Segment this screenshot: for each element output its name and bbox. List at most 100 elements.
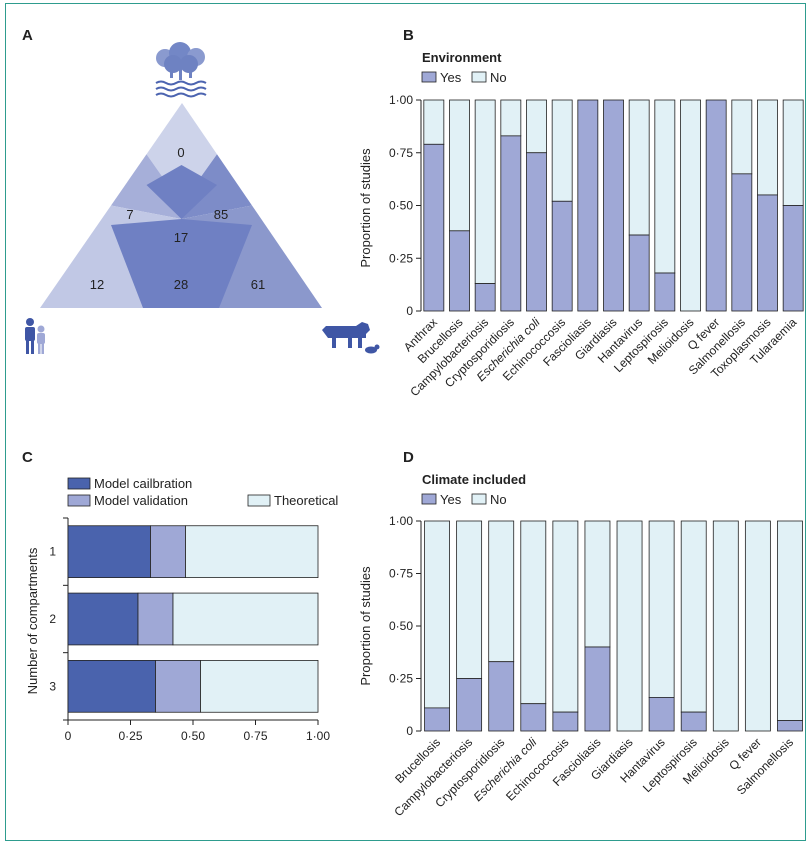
- panel-letter-c: C: [22, 449, 33, 466]
- bar-no-segment: [474, 99, 496, 284]
- legend-label-no: No: [490, 70, 507, 85]
- bar-no-segment: [628, 99, 650, 236]
- bar-yes-segment: [584, 646, 611, 732]
- bar-no-segment: [520, 520, 547, 705]
- bar-yes-segment: [449, 230, 470, 312]
- environment-icon: [155, 42, 207, 98]
- triangle-count-all-three: 17: [174, 230, 188, 245]
- category-label: Salmonellosis: [734, 735, 796, 797]
- y-tick-label: 0·75: [389, 146, 413, 160]
- y-axis-title: Proportion of studies: [358, 148, 373, 268]
- bar-yes-segment: [423, 143, 445, 312]
- bar-no-segment: [782, 99, 804, 206]
- legend-label-yes: Yes: [440, 70, 462, 85]
- legend-label-no: No: [490, 492, 507, 507]
- legend-label-validation: Model validation: [94, 493, 188, 508]
- y-tick-label: 1·00: [389, 514, 413, 528]
- bar-no-segment: [712, 520, 739, 732]
- bar-yes-segment: [424, 707, 450, 732]
- legend-label-calibration: Model cailbration: [94, 476, 192, 491]
- legend-label-yes: Yes: [440, 492, 462, 507]
- bar-yes-segment: [488, 661, 515, 732]
- bar-yes-segment: [552, 711, 579, 732]
- y-axis-title: Proportion of studies: [358, 566, 373, 686]
- bar-yes-segment: [456, 678, 483, 732]
- legend-swatch-no: [471, 493, 487, 505]
- bar-no-segment: [757, 99, 778, 196]
- legend-swatch-validation: [67, 494, 91, 507]
- bar-no-segment: [488, 520, 515, 663]
- y-tick-label: 0·25: [389, 672, 413, 686]
- bar-no-segment: [616, 520, 643, 732]
- bar-no-segment: [424, 520, 450, 709]
- bar-yes-segment: [474, 283, 496, 312]
- bar-yes-segment: [648, 697, 675, 732]
- triangle-count-animal-only: 61: [251, 277, 265, 292]
- bar-no-segment: [731, 99, 753, 175]
- bar-no-segment: [449, 99, 470, 232]
- y-tick-label: 0·50: [389, 619, 413, 633]
- y-tick-label: 0·50: [389, 199, 413, 213]
- triangle-region-animal-environment: [181, 154, 252, 219]
- bar-yes-segment: [731, 173, 753, 312]
- bar-calibration-segment: [67, 660, 156, 713]
- x-tick-label: 0: [65, 729, 72, 743]
- bar-yes-segment: [577, 99, 599, 312]
- bar-yes-segment: [654, 272, 676, 312]
- category-label: 1: [49, 545, 56, 559]
- triangle-diagram: 0 7 85 17 12 28 61: [40, 103, 322, 308]
- y-tick-label: 0·75: [389, 567, 413, 581]
- bar-yes-segment: [628, 234, 650, 312]
- legend-swatch-no: [471, 71, 487, 83]
- bar-theoretical-segment: [185, 525, 319, 578]
- environment-chart: Environment Yes No Proportion of studies…: [358, 50, 804, 399]
- triangle-region-all: [146, 165, 217, 219]
- triangle-region-human-animal: [111, 219, 252, 308]
- bar-yes-segment: [782, 205, 804, 312]
- triangle-count-human-animal: 28: [174, 277, 188, 292]
- bar-yes-segment: [777, 720, 803, 732]
- compartments-chart: Model cailbration Model validation Theor…: [25, 476, 338, 743]
- bar-no-segment: [648, 520, 675, 698]
- climate-chart: Climate included Yes No Proportion of st…: [358, 472, 803, 819]
- x-tick-label: 0·25: [118, 729, 142, 743]
- bar-no-segment: [680, 99, 701, 312]
- category-label: 3: [49, 679, 56, 693]
- bar-validation-segment: [137, 592, 174, 646]
- bar-no-segment: [744, 520, 771, 732]
- bar-yes-segment: [500, 135, 522, 312]
- bar-calibration-segment: [67, 525, 151, 578]
- legend-swatch-theoretical: [247, 494, 271, 507]
- triangle-count-animal-env: 85: [214, 207, 228, 222]
- bar-validation-segment: [155, 660, 201, 713]
- bar-no-segment: [500, 99, 522, 137]
- bar-no-segment: [584, 520, 611, 648]
- bar-no-segment: [654, 99, 676, 274]
- x-tick-label: 0·75: [243, 729, 267, 743]
- bar-yes-segment: [603, 99, 624, 312]
- human-icon: [25, 318, 45, 354]
- bar-calibration-segment: [67, 592, 139, 646]
- bar-yes-segment: [520, 703, 547, 732]
- bar-no-segment: [552, 520, 579, 713]
- bar-no-segment: [423, 99, 445, 145]
- bar-no-segment: [777, 520, 803, 721]
- y-tick-label: 0: [406, 724, 413, 738]
- panel-letter-a: A: [22, 27, 33, 44]
- category-label: 2: [49, 612, 56, 626]
- bar-no-segment: [551, 99, 573, 202]
- bar-yes-segment: [551, 200, 573, 312]
- bar-yes-segment: [757, 194, 778, 312]
- legend-swatch-yes: [421, 71, 437, 83]
- triangle-count-human-only: 12: [90, 277, 104, 292]
- y-tick-label: 0·25: [389, 251, 413, 265]
- figure-frame: [5, 3, 806, 841]
- climate-legend-title: Climate included: [422, 472, 526, 487]
- x-tick-label: 0·50: [181, 729, 205, 743]
- bar-no-segment: [680, 520, 707, 713]
- triangle-count-env-only: 0: [177, 145, 184, 160]
- bar-yes-segment: [526, 152, 547, 312]
- legend-swatch-yes: [421, 493, 437, 505]
- legend-label-theoretical: Theoretical: [274, 493, 338, 508]
- bar-yes-segment: [680, 711, 707, 732]
